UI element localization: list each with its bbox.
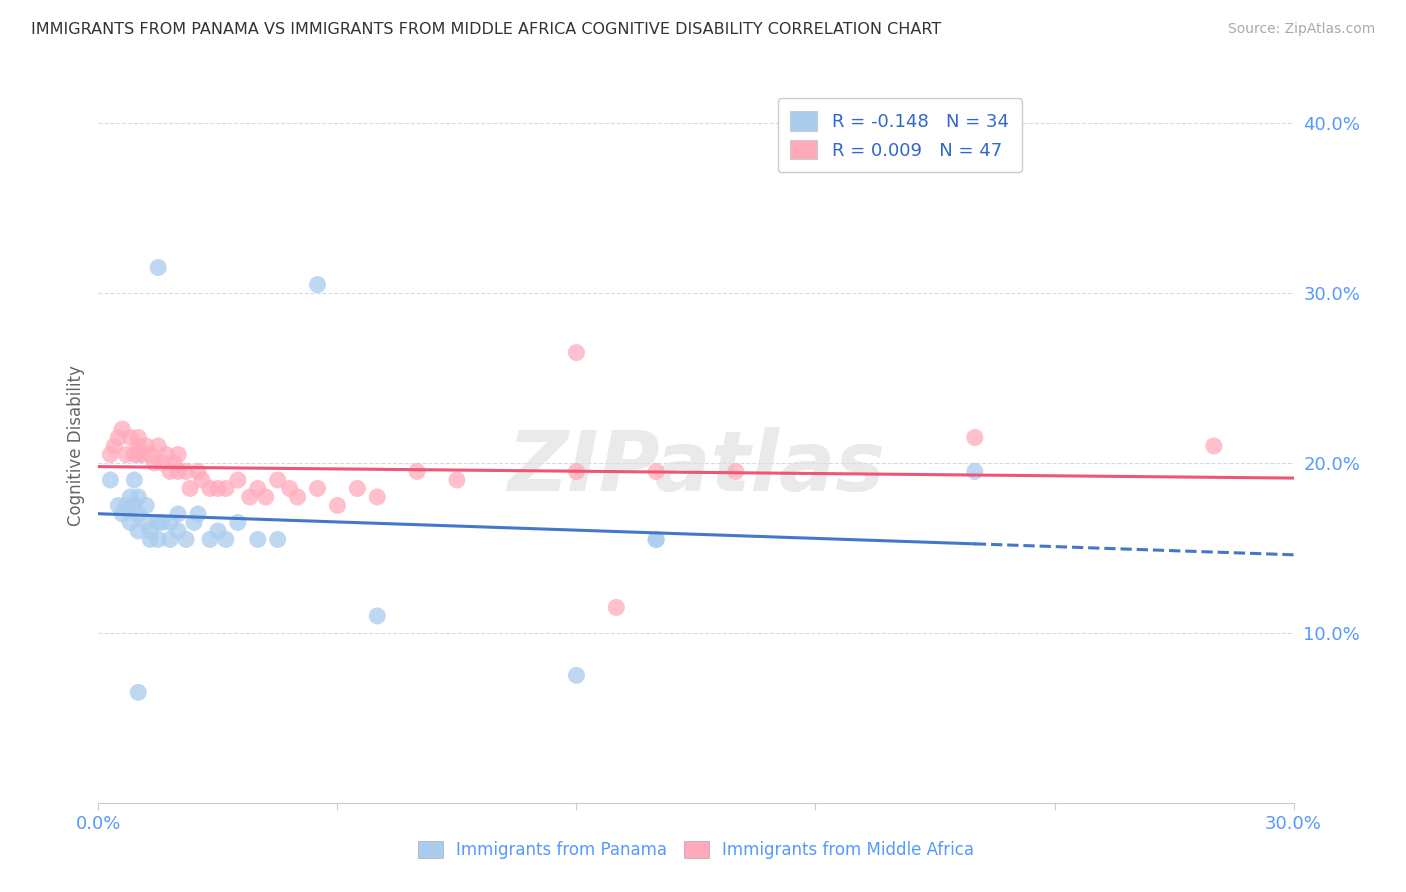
Point xyxy=(565,345,588,359)
Point xyxy=(148,516,170,530)
Point xyxy=(135,499,157,513)
Point xyxy=(143,456,166,470)
Point xyxy=(963,465,986,479)
Point xyxy=(155,448,177,462)
Point xyxy=(159,516,181,530)
Point xyxy=(159,465,181,479)
Point xyxy=(124,448,146,462)
Point xyxy=(267,473,290,487)
Point xyxy=(167,507,190,521)
Point xyxy=(115,499,138,513)
Point xyxy=(167,465,190,479)
Point xyxy=(127,524,149,538)
Point xyxy=(127,507,149,521)
Point xyxy=(207,482,229,496)
Point xyxy=(107,430,129,444)
Point xyxy=(124,499,146,513)
Point xyxy=(107,499,129,513)
Point xyxy=(174,465,197,479)
Point xyxy=(115,448,138,462)
Point xyxy=(565,465,588,479)
Point xyxy=(198,533,221,547)
Point xyxy=(150,456,173,470)
Point xyxy=(159,533,181,547)
Point xyxy=(366,608,388,623)
Point xyxy=(198,482,221,496)
Point xyxy=(139,448,162,462)
Point xyxy=(191,473,214,487)
Point xyxy=(131,448,153,462)
Point xyxy=(254,490,277,504)
Point xyxy=(127,448,149,462)
Point xyxy=(163,456,186,470)
Point xyxy=(139,533,162,547)
Point xyxy=(135,439,157,453)
Point xyxy=(148,260,170,275)
Point xyxy=(226,516,249,530)
Point xyxy=(645,533,668,547)
Point xyxy=(111,422,134,436)
Point xyxy=(645,533,668,547)
Point xyxy=(207,524,229,538)
Point xyxy=(183,516,205,530)
Point xyxy=(215,533,238,547)
Point xyxy=(307,482,329,496)
Point xyxy=(135,516,157,530)
Point xyxy=(120,490,142,504)
Point xyxy=(287,490,309,504)
Point xyxy=(111,507,134,521)
Point xyxy=(346,482,368,496)
Point xyxy=(139,524,162,538)
Point xyxy=(406,465,429,479)
Point xyxy=(267,533,290,547)
Point xyxy=(120,516,142,530)
Point xyxy=(127,439,149,453)
Point xyxy=(246,533,269,547)
Point xyxy=(226,473,249,487)
Point xyxy=(167,448,190,462)
Point xyxy=(120,430,142,444)
Point xyxy=(148,439,170,453)
Text: ZIPatlas: ZIPatlas xyxy=(508,427,884,508)
Legend: Immigrants from Panama, Immigrants from Middle Africa: Immigrants from Panama, Immigrants from … xyxy=(411,834,981,866)
Point xyxy=(278,482,301,496)
Point xyxy=(239,490,262,504)
Point xyxy=(366,490,388,504)
Point xyxy=(1202,439,1225,453)
Point xyxy=(98,448,122,462)
Point xyxy=(645,465,668,479)
Point xyxy=(215,482,238,496)
Point xyxy=(246,482,269,496)
Point xyxy=(565,668,588,682)
Point xyxy=(187,507,209,521)
Point xyxy=(446,473,468,487)
Point xyxy=(127,430,149,444)
Point xyxy=(605,600,627,615)
Point xyxy=(724,465,747,479)
Text: Source: ZipAtlas.com: Source: ZipAtlas.com xyxy=(1227,22,1375,37)
Point xyxy=(127,685,149,699)
Point xyxy=(307,277,329,292)
Point xyxy=(963,430,986,444)
Point xyxy=(150,516,173,530)
Point xyxy=(187,465,209,479)
Point xyxy=(174,533,197,547)
Point xyxy=(179,482,201,496)
Text: IMMIGRANTS FROM PANAMA VS IMMIGRANTS FROM MIDDLE AFRICA COGNITIVE DISABILITY COR: IMMIGRANTS FROM PANAMA VS IMMIGRANTS FRO… xyxy=(31,22,941,37)
Point xyxy=(103,439,125,453)
Point xyxy=(326,499,349,513)
Y-axis label: Cognitive Disability: Cognitive Disability xyxy=(66,366,84,526)
Point xyxy=(124,473,146,487)
Point xyxy=(98,473,122,487)
Point xyxy=(127,490,149,504)
Point xyxy=(167,524,190,538)
Point xyxy=(148,533,170,547)
